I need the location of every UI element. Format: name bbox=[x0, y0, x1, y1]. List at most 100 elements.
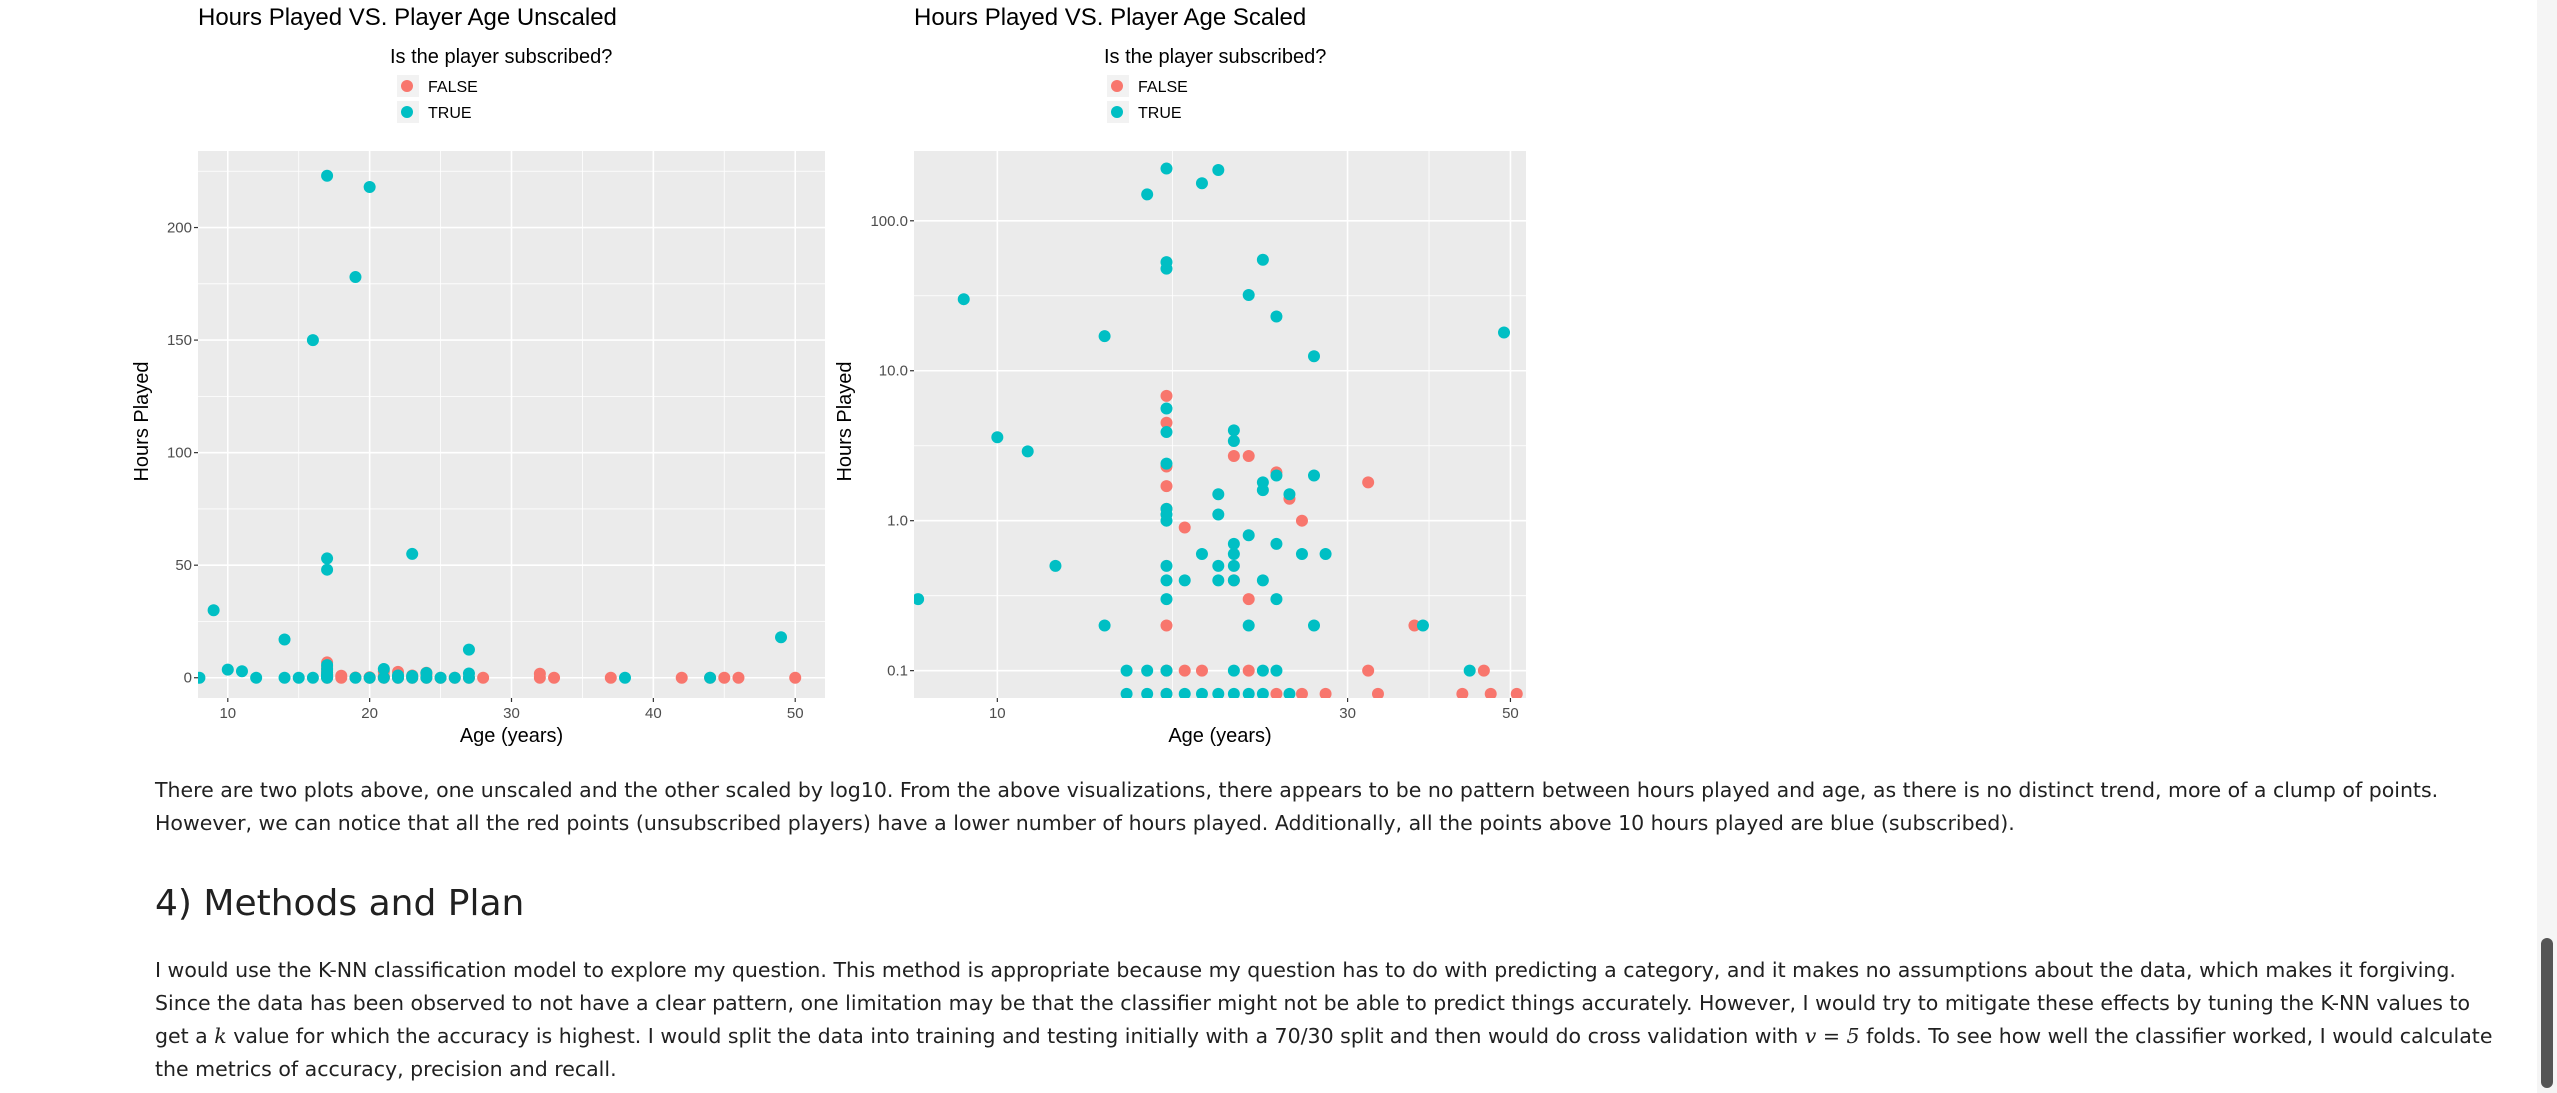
point-true bbox=[1212, 559, 1225, 572]
chart-title: Hours Played VS. Player Age Unscaled bbox=[198, 4, 617, 31]
point-false bbox=[604, 671, 617, 684]
point-true bbox=[420, 667, 433, 680]
math-v-equals-5: v = 5 bbox=[1804, 1024, 1860, 1048]
point-true bbox=[1283, 488, 1296, 501]
point-true bbox=[1227, 574, 1240, 587]
point-true bbox=[1160, 162, 1173, 175]
point-true bbox=[1160, 687, 1173, 698]
point-true bbox=[1256, 687, 1269, 698]
tick-label-y: 0.1 bbox=[887, 663, 908, 680]
tick-label-y: 1.0 bbox=[887, 513, 908, 530]
point-true bbox=[1283, 687, 1296, 698]
point-true bbox=[250, 671, 263, 684]
point-true bbox=[1256, 574, 1269, 587]
y-axis-label: Hours Played bbox=[834, 361, 856, 481]
point-true bbox=[1098, 619, 1111, 632]
point-true bbox=[1256, 664, 1269, 677]
point-true bbox=[1227, 687, 1240, 698]
legend-key-false bbox=[1111, 80, 1123, 92]
tick-label-x: 40 bbox=[645, 705, 662, 722]
point-true bbox=[1242, 687, 1255, 698]
point-true bbox=[1021, 445, 1034, 458]
methods-text-part2: value for which the accuracy is highest.… bbox=[226, 1024, 1805, 1048]
point-false bbox=[1178, 664, 1191, 677]
point-true bbox=[775, 631, 788, 644]
point-true bbox=[462, 667, 475, 680]
point-true bbox=[1270, 664, 1283, 677]
point-true bbox=[434, 671, 447, 684]
tick-label-x: 50 bbox=[787, 705, 804, 722]
point-true bbox=[1160, 593, 1173, 606]
point-true bbox=[363, 181, 376, 194]
point-true bbox=[1212, 488, 1225, 501]
point-true bbox=[1160, 574, 1173, 587]
point-true bbox=[462, 643, 475, 656]
point-false bbox=[1160, 480, 1173, 493]
legend-title: Is the player subscribed? bbox=[1104, 46, 1326, 68]
point-true bbox=[1227, 434, 1240, 447]
point-false bbox=[1160, 389, 1173, 402]
point-true bbox=[1195, 177, 1208, 190]
legend-title: Is the player subscribed? bbox=[390, 46, 612, 68]
point-true bbox=[1212, 164, 1225, 177]
point-false bbox=[789, 671, 802, 684]
legend-label-true: TRUE bbox=[1138, 105, 1182, 122]
point-true bbox=[321, 563, 334, 576]
point-true bbox=[292, 671, 305, 684]
point-false bbox=[1408, 619, 1421, 632]
point-true bbox=[1178, 574, 1191, 587]
scrollbar-track[interactable] bbox=[2537, 0, 2557, 1093]
math-k: k bbox=[214, 1024, 227, 1048]
tick-label-y: 100.0 bbox=[870, 213, 908, 230]
point-false bbox=[335, 671, 348, 684]
x-axis-label: Age (years) bbox=[460, 725, 563, 747]
point-true bbox=[1319, 547, 1332, 560]
point-true bbox=[278, 633, 291, 646]
tick-label-x: 10 bbox=[989, 705, 1006, 722]
point-true bbox=[1416, 619, 1429, 632]
point-true bbox=[448, 671, 461, 684]
point-false bbox=[1242, 593, 1255, 606]
point-true bbox=[1160, 426, 1173, 439]
point-false bbox=[1160, 619, 1173, 632]
legend-key-true bbox=[401, 106, 413, 118]
point-true bbox=[1212, 687, 1225, 698]
point-false bbox=[477, 671, 490, 684]
point-true bbox=[406, 547, 419, 560]
tick-label-x: 30 bbox=[503, 705, 520, 722]
point-true bbox=[235, 665, 248, 678]
tick-label-x: 10 bbox=[219, 705, 236, 722]
point-true bbox=[321, 659, 334, 672]
scrollbar-thumb[interactable] bbox=[2541, 938, 2553, 1088]
point-true bbox=[1098, 330, 1111, 343]
point-true bbox=[392, 669, 405, 682]
point-true bbox=[1120, 664, 1133, 677]
plot-panel bbox=[914, 151, 1526, 698]
methods-text-part1: I would use the K-NN classification mode… bbox=[155, 958, 2470, 1048]
point-true bbox=[1160, 457, 1173, 470]
point-true bbox=[1160, 664, 1173, 677]
tick-label-y: 200 bbox=[167, 220, 192, 237]
point-true bbox=[1227, 537, 1240, 550]
tick-label-y: 50 bbox=[175, 557, 192, 574]
point-true bbox=[1227, 424, 1240, 437]
point-false bbox=[1242, 450, 1255, 463]
point-true bbox=[1256, 253, 1269, 266]
figure-area: 0 50 100 150 200 10 20 30 40 50 Hours Played VS. P… bbox=[131, 4, 1526, 747]
point-true bbox=[207, 604, 220, 617]
point-true bbox=[1160, 559, 1173, 572]
methods-text-part3: folds. To see how well the classifier wo… bbox=[155, 1024, 2493, 1081]
point-true bbox=[1160, 502, 1173, 515]
point-false bbox=[732, 671, 745, 684]
point-true bbox=[1270, 469, 1283, 482]
point-true bbox=[1498, 326, 1511, 339]
tick-label-x: 20 bbox=[361, 705, 378, 722]
point-true bbox=[1295, 547, 1308, 560]
section-heading-methods-and-plan: 4) Methods and Plan bbox=[155, 883, 525, 924]
point-false bbox=[1242, 664, 1255, 677]
legend-label-false: FALSE bbox=[428, 79, 478, 96]
point-true bbox=[1270, 593, 1283, 606]
point-true bbox=[1307, 350, 1320, 363]
point-true bbox=[1141, 687, 1154, 698]
point-true bbox=[406, 669, 419, 682]
